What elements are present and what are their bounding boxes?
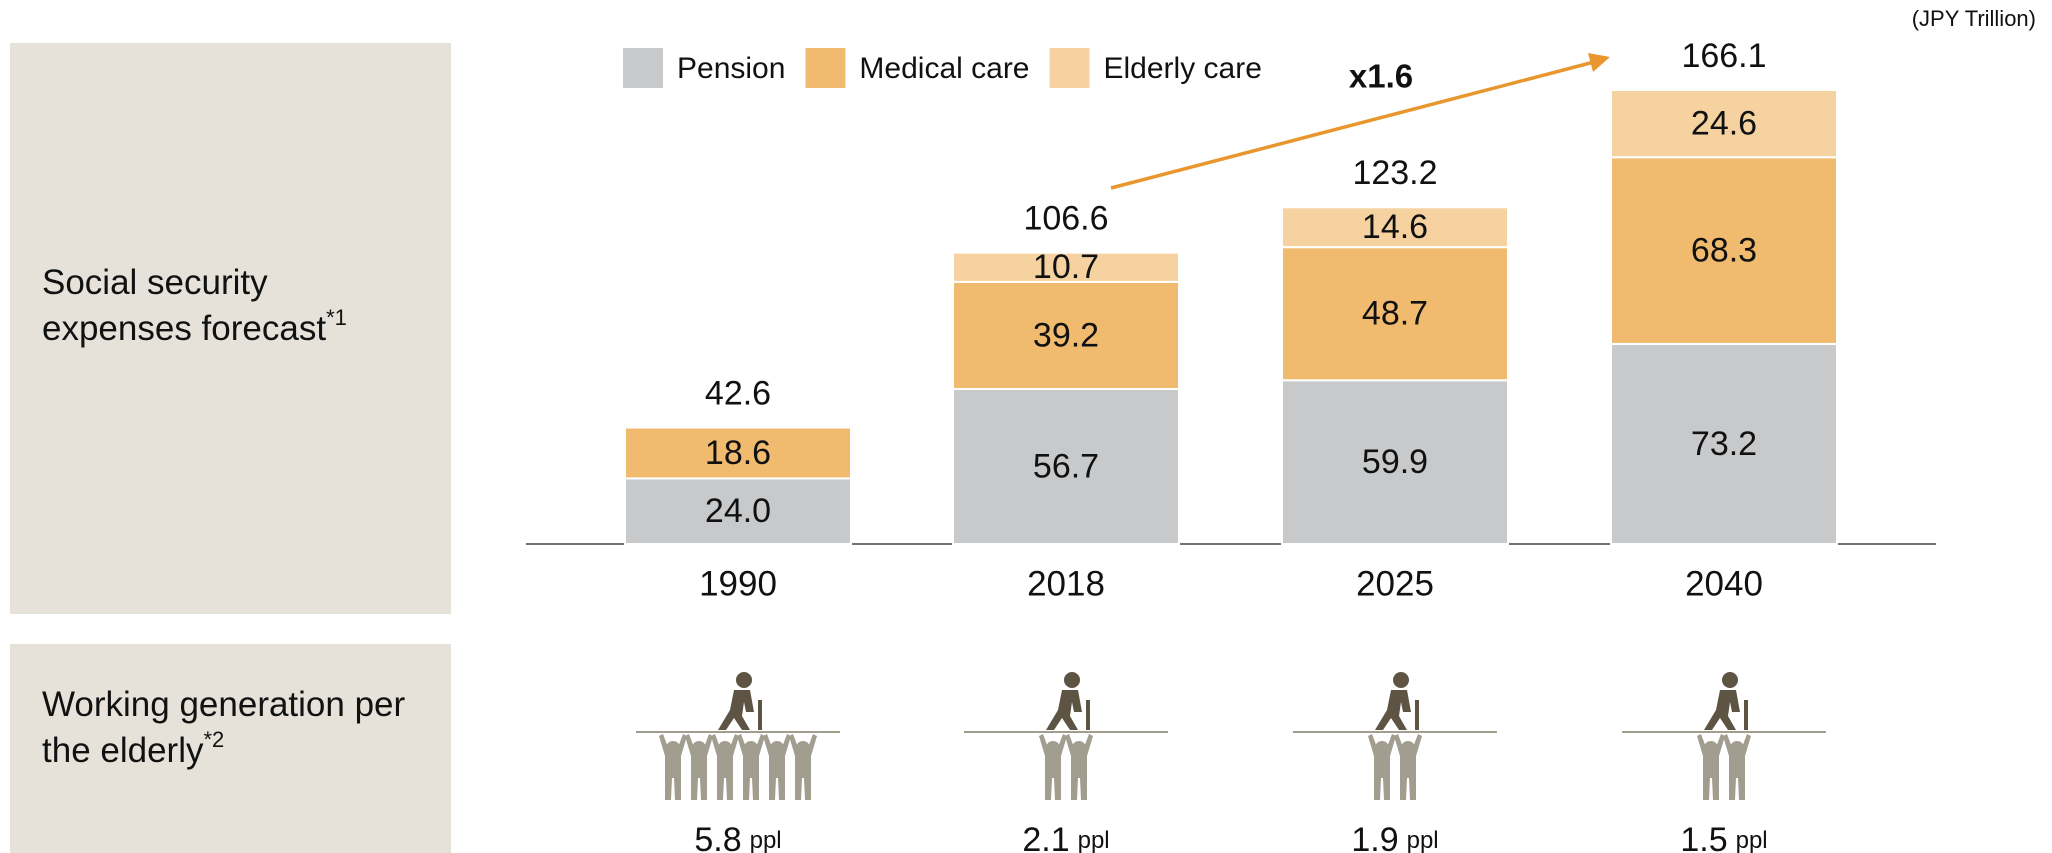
worker-body <box>1697 734 1725 800</box>
row-panel <box>10 644 451 853</box>
worker-body <box>763 734 791 800</box>
value-label: 14.6 <box>1362 208 1428 246</box>
elder-head <box>1393 672 1409 688</box>
worker-body <box>737 734 765 800</box>
worker-body <box>1368 734 1396 800</box>
bar-segment <box>952 251 1180 283</box>
value-label: 56.7 <box>1033 447 1099 485</box>
legend-label: Medical care <box>859 52 1029 85</box>
pictogram <box>636 672 840 800</box>
annotation-arrow <box>1110 60 1595 190</box>
annotation-arrowhead <box>1588 53 1610 72</box>
elder-body <box>1046 690 1082 730</box>
elder-body <box>1704 690 1740 730</box>
x-tick-label: 2018 <box>1027 564 1105 603</box>
row-label-text: Working generation per <box>42 685 406 724</box>
worker-body <box>1039 734 1067 800</box>
row-label-text: Social security <box>42 263 268 302</box>
bar-segment <box>1281 206 1509 249</box>
legend-label: Pension <box>677 52 785 85</box>
bar-segment <box>1610 156 1838 345</box>
working-value: 1.9 ppl <box>1351 821 1438 853</box>
value-label: 73.2 <box>1691 425 1757 463</box>
x-tick-label: 2025 <box>1356 564 1434 603</box>
value-label: 18.6 <box>705 434 771 472</box>
worker-body <box>1394 734 1422 800</box>
legend-swatch <box>805 48 846 88</box>
value-label: 59.9 <box>1362 443 1428 481</box>
working-value: 2.1 ppl <box>1022 821 1109 853</box>
value-label: 68.3 <box>1691 232 1757 270</box>
bar-segment <box>952 280 1180 391</box>
unit-label: (JPY Trillion) <box>1912 6 2036 31</box>
legend-label: Elderly care <box>1104 52 1262 85</box>
worker-body <box>1065 734 1093 800</box>
elder-head <box>736 672 752 688</box>
elder-head <box>1064 672 1080 688</box>
total-label: 123.2 <box>1352 154 1437 192</box>
bar-segment <box>624 426 852 480</box>
total-label: 106.6 <box>1023 200 1108 238</box>
working-unit: ppl <box>1407 827 1439 853</box>
working-unit: ppl <box>1078 827 1110 853</box>
value-label: 24.0 <box>705 492 771 530</box>
x-tick-label: 1990 <box>699 564 777 603</box>
worker-body <box>659 734 687 800</box>
elder-body <box>1375 690 1411 730</box>
elder-body <box>718 690 754 730</box>
pictogram <box>1622 672 1826 800</box>
working-unit: ppl <box>1736 827 1768 853</box>
bar-segment <box>1281 246 1509 382</box>
row-label-text: expenses forecast <box>42 309 326 348</box>
pictogram <box>964 672 1168 800</box>
row-panel <box>10 43 451 614</box>
bar-segment <box>1610 89 1838 159</box>
legend-swatch <box>1049 48 1090 88</box>
legend-swatch <box>623 48 663 88</box>
working-number: 2.1 <box>1022 821 1069 853</box>
working-number: 1.5 <box>1680 821 1727 853</box>
value-label: 24.6 <box>1691 105 1757 143</box>
elder-head <box>1722 672 1738 688</box>
worker-body <box>789 734 817 800</box>
pictogram <box>1293 672 1497 800</box>
bar-segment <box>1281 379 1509 545</box>
worker-body <box>685 734 713 800</box>
x-tick-label: 2040 <box>1685 564 1763 603</box>
value-label: 10.7 <box>1033 248 1099 286</box>
total-label: 166.1 <box>1681 37 1766 75</box>
worker-body <box>1723 734 1751 800</box>
row-label: Working generation per the elderly*2 <box>42 685 406 770</box>
working-value: 5.8 ppl <box>694 821 781 853</box>
row-label-text: the elderly <box>42 731 204 770</box>
working-number: 1.9 <box>1351 821 1398 853</box>
row-label-note: *1 <box>326 305 347 330</box>
row-label: Social security expenses forecast*1 <box>42 263 347 348</box>
row-label-note: *2 <box>203 727 224 752</box>
working-value: 1.5 ppl <box>1680 821 1767 853</box>
value-label: 39.2 <box>1033 316 1099 354</box>
bar-segment <box>1610 342 1838 545</box>
total-label: 42.6 <box>705 375 771 413</box>
working-unit: ppl <box>750 827 782 853</box>
working-number: 5.8 <box>694 821 741 853</box>
annotation: x1.6 <box>1349 58 1413 95</box>
worker-body <box>711 734 739 800</box>
bar-segment <box>952 388 1180 545</box>
value-label: 48.7 <box>1362 295 1428 333</box>
